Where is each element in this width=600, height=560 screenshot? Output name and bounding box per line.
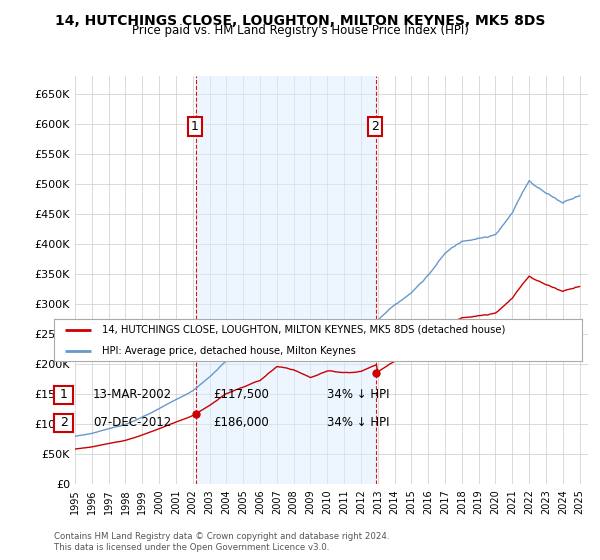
Text: 07-DEC-2012: 07-DEC-2012 <box>93 416 171 430</box>
Text: £186,000: £186,000 <box>213 416 269 430</box>
Text: 34% ↓ HPI: 34% ↓ HPI <box>327 388 389 402</box>
Text: HPI: Average price, detached house, Milton Keynes: HPI: Average price, detached house, Milt… <box>101 346 355 356</box>
Bar <box>196 76 376 484</box>
Text: 34% ↓ HPI: 34% ↓ HPI <box>327 416 389 430</box>
Text: 2: 2 <box>59 416 68 430</box>
Text: Price paid vs. HM Land Registry's House Price Index (HPI): Price paid vs. HM Land Registry's House … <box>131 24 469 37</box>
Text: £117,500: £117,500 <box>213 388 269 402</box>
Text: 2: 2 <box>371 120 379 133</box>
Text: 14, HUTCHINGS CLOSE, LOUGHTON, MILTON KEYNES, MK5 8DS (detached house): 14, HUTCHINGS CLOSE, LOUGHTON, MILTON KE… <box>101 325 505 335</box>
Text: 1: 1 <box>59 388 68 402</box>
Text: 1: 1 <box>191 120 199 133</box>
Text: 13-MAR-2002: 13-MAR-2002 <box>93 388 172 402</box>
Text: Contains HM Land Registry data © Crown copyright and database right 2024.
This d: Contains HM Land Registry data © Crown c… <box>54 532 389 552</box>
Text: 14, HUTCHINGS CLOSE, LOUGHTON, MILTON KEYNES, MK5 8DS: 14, HUTCHINGS CLOSE, LOUGHTON, MILTON KE… <box>55 14 545 28</box>
